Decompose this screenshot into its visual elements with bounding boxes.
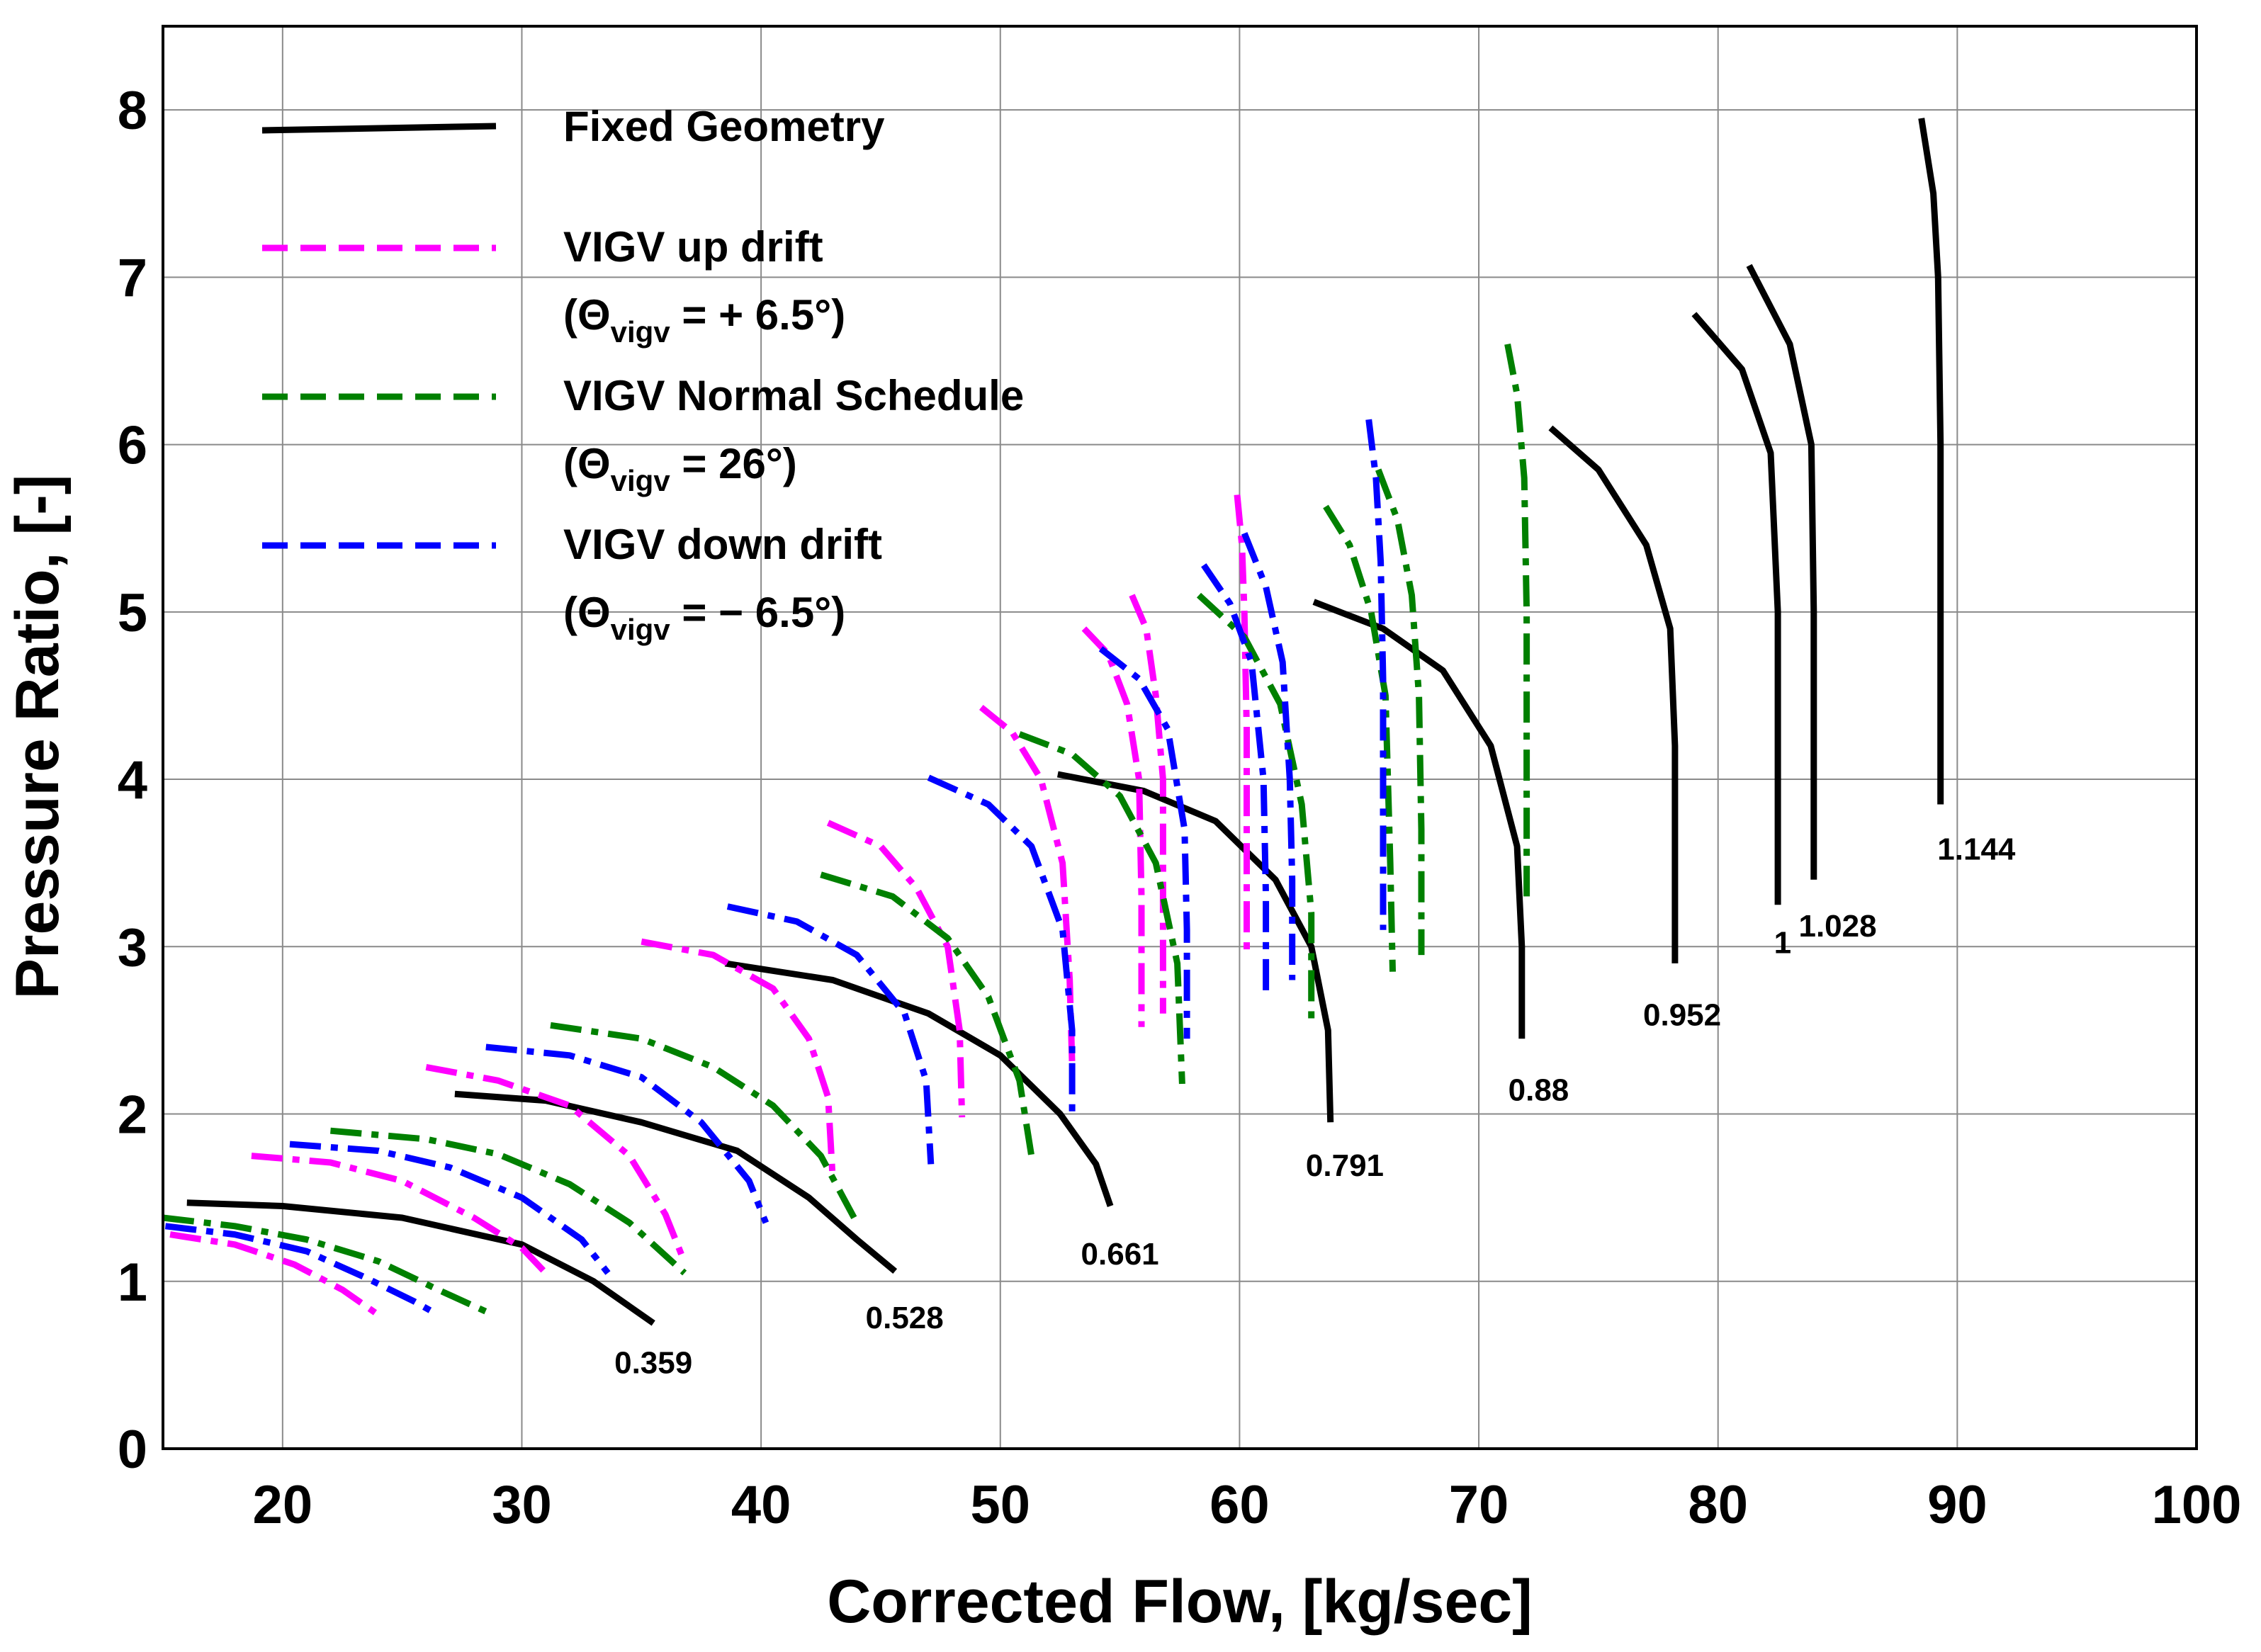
speed-line — [724, 960, 1114, 1207]
speed-line — [485, 1043, 769, 1224]
speed-line — [1234, 494, 1250, 956]
legend-angle-normal: (Θvigv = 26°) — [563, 440, 797, 497]
y-tick-label: 6 — [118, 416, 147, 476]
speed-line — [820, 871, 1035, 1157]
x-tick-label: 70 — [1449, 1475, 1509, 1535]
legend-angle-up: (Θvigv = + 6.5°) — [563, 291, 845, 349]
speed-line — [1129, 594, 1166, 1014]
y-tick-label: 1 — [118, 1252, 147, 1313]
speed-labels: 0.359 0.528 0.661 0.791 0.88 0.952 1 1.028 1.144 — [614, 832, 2016, 1380]
legend: Fixed Geometry VIGV up drift (Θvigv = + 6.… — [261, 103, 1024, 646]
speed-label: 0.791 — [1306, 1148, 1384, 1183]
x-tick-label: 80 — [1688, 1475, 1748, 1535]
y-tick-label: 0 — [118, 1420, 147, 1480]
speed-line — [550, 1022, 860, 1225]
speed-line — [251, 1153, 548, 1276]
speed-line — [1746, 264, 1817, 880]
speed-line — [1548, 425, 1679, 963]
speed-label: 1 — [1774, 926, 1791, 961]
speed-line — [1056, 771, 1334, 1123]
legend-label-normal: VIGV Normal Schedule — [563, 372, 1024, 419]
x-tick-label: 40 — [731, 1475, 791, 1535]
speed-line — [1196, 592, 1315, 1022]
x-tick-labels: 20 30 40 50 60 70 80 90 100 — [253, 1475, 2242, 1535]
speed-line — [1365, 419, 1387, 930]
y-tick-label: 4 — [118, 750, 147, 810]
speed-label: 1.028 — [1798, 909, 1876, 944]
curves — [162, 118, 1944, 1326]
plot-background — [163, 26, 2197, 1449]
speed-line — [1018, 731, 1185, 1085]
speed-line — [1918, 118, 1944, 805]
speed-line — [330, 1127, 687, 1276]
x-tick-label: 50 — [970, 1475, 1030, 1535]
legend-label-up: VIGV up drift — [563, 223, 823, 271]
speed-line — [1098, 646, 1190, 1039]
y-axis-title: Pressure Ratio, [-] — [4, 475, 72, 1000]
speed-line — [1375, 468, 1425, 956]
speed-line — [1312, 599, 1526, 1039]
speed-line — [641, 938, 836, 1182]
y-tick-labels: 0 1 2 3 4 5 6 7 8 — [118, 81, 147, 1480]
speed-line — [826, 820, 966, 1118]
y-tick-label: 3 — [118, 917, 147, 978]
speed-label: 0.359 — [614, 1346, 692, 1381]
speed-line — [425, 1063, 685, 1257]
y-tick-label: 5 — [118, 583, 147, 643]
speed-line — [726, 903, 935, 1165]
x-axis-title: Corrected Flow, [kg/sec] — [827, 1568, 1533, 1636]
speed-line — [1201, 563, 1270, 997]
legend-label-down: VIGV down drift — [563, 521, 882, 568]
series-fixed-geometry — [186, 118, 1944, 1326]
speed-line — [1691, 312, 1781, 905]
speed-line — [186, 1199, 655, 1326]
speed-line — [1241, 532, 1296, 980]
speed-line — [1504, 343, 1530, 897]
speed-line — [164, 1223, 440, 1318]
speed-label: 0.952 — [1643, 997, 1721, 1032]
x-tick-label: 60 — [1210, 1475, 1270, 1535]
speed-label: 0.88 — [1509, 1073, 1569, 1108]
x-tick-label: 90 — [1927, 1475, 1987, 1535]
legend-label-fixed: Fixed Geometry — [563, 103, 885, 150]
x-tick-label: 100 — [2152, 1475, 2242, 1535]
y-tick-label: 7 — [118, 248, 147, 308]
legend-angle-down: (Θvigv = − 6.5°) — [563, 589, 845, 646]
speed-line — [169, 1231, 380, 1318]
legend-swatch-fixed — [261, 123, 497, 134]
series-vigv-down-drift — [164, 419, 1387, 1318]
speed-line — [1323, 504, 1396, 972]
speed-label: 0.661 — [1081, 1237, 1159, 1272]
series-vigv-normal-schedule — [162, 343, 1530, 1318]
y-tick-label: 2 — [118, 1085, 147, 1145]
y-tick-label: 8 — [118, 81, 147, 141]
series-vigv-up-drift — [169, 494, 1250, 1318]
plot-frame — [162, 25, 2198, 1450]
x-tick-label: 30 — [492, 1475, 552, 1535]
speed-label: 1.144 — [1937, 832, 2016, 866]
speed-label: 0.528 — [866, 1301, 944, 1335]
speed-line — [289, 1141, 611, 1275]
x-tick-label: 20 — [253, 1475, 313, 1535]
speed-line — [162, 1214, 495, 1318]
